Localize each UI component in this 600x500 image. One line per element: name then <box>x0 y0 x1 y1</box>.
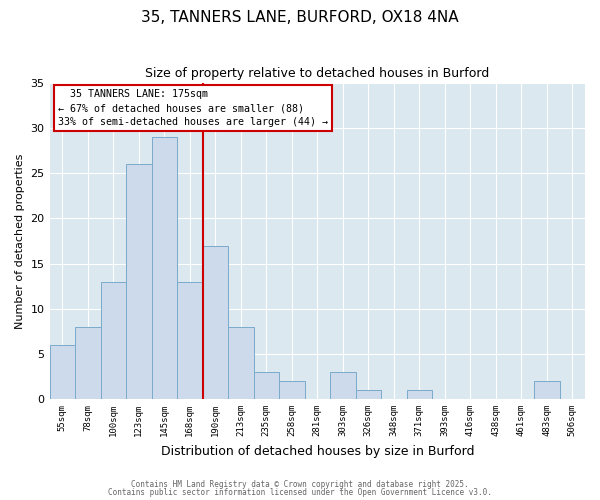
X-axis label: Distribution of detached houses by size in Burford: Distribution of detached houses by size … <box>161 444 474 458</box>
Bar <box>126 164 152 399</box>
Bar <box>534 381 560 399</box>
Bar <box>330 372 356 399</box>
Bar <box>75 327 101 399</box>
Bar <box>356 390 381 399</box>
Bar <box>177 282 203 399</box>
Y-axis label: Number of detached properties: Number of detached properties <box>15 154 25 328</box>
Title: Size of property relative to detached houses in Burford: Size of property relative to detached ho… <box>145 68 490 80</box>
Bar <box>254 372 279 399</box>
Bar <box>203 246 228 399</box>
Text: 35 TANNERS LANE: 175sqm
← 67% of detached houses are smaller (88)
33% of semi-de: 35 TANNERS LANE: 175sqm ← 67% of detache… <box>58 90 328 128</box>
Bar <box>101 282 126 399</box>
Text: Contains public sector information licensed under the Open Government Licence v3: Contains public sector information licen… <box>108 488 492 497</box>
Text: 35, TANNERS LANE, BURFORD, OX18 4NA: 35, TANNERS LANE, BURFORD, OX18 4NA <box>141 10 459 25</box>
Bar <box>228 327 254 399</box>
Bar <box>279 381 305 399</box>
Bar <box>152 137 177 399</box>
Bar <box>407 390 432 399</box>
Bar <box>50 345 75 399</box>
Text: Contains HM Land Registry data © Crown copyright and database right 2025.: Contains HM Land Registry data © Crown c… <box>131 480 469 489</box>
